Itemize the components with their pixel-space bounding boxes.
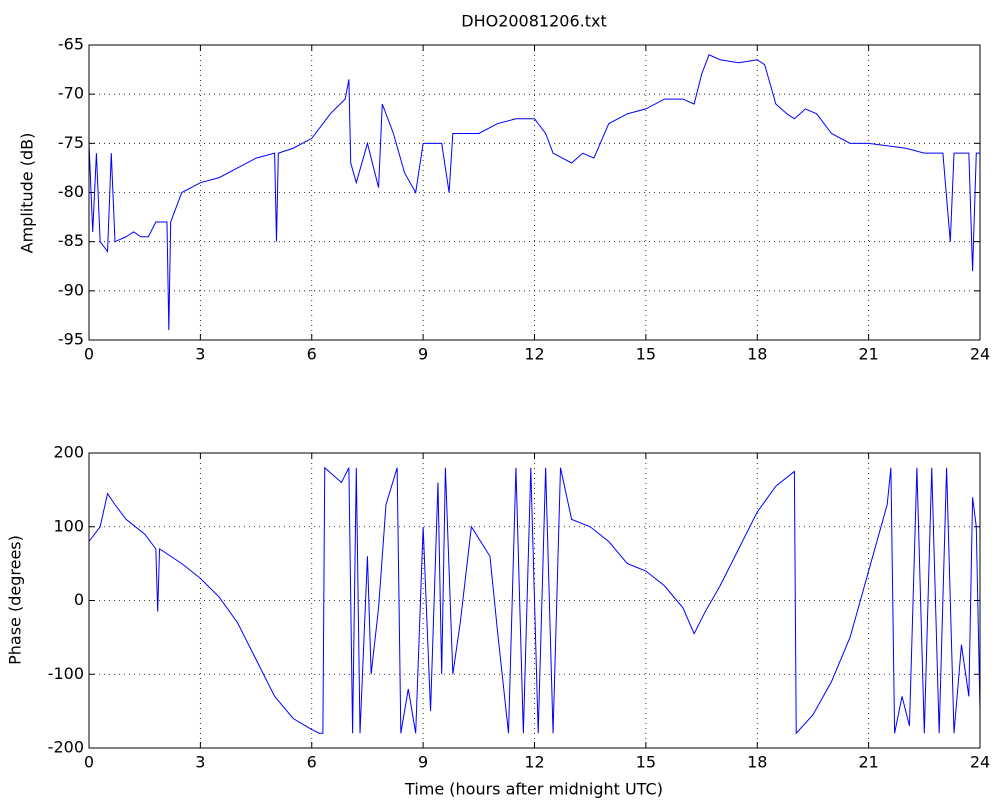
x-tick-label: 15 [636, 345, 656, 364]
y-tick-label: 200 [53, 443, 84, 462]
axes-frame [88, 44, 981, 341]
x-tick-label: 21 [858, 345, 878, 364]
x-tick-label: 9 [418, 753, 428, 772]
y-axis-label: Amplitude (dB) [18, 133, 37, 254]
x-tick-label: 12 [524, 753, 544, 772]
x-tick-label: 21 [858, 753, 878, 772]
x-tick-label: 18 [747, 345, 767, 364]
x-tick-label: 0 [84, 345, 94, 364]
x-axis-label: Time (hours after midnight UTC) [404, 780, 663, 799]
x-tick-label: 6 [307, 753, 317, 772]
x-tick-label: 6 [307, 345, 317, 364]
y-tick-label: -85 [58, 231, 84, 250]
x-tick-label: 15 [636, 753, 656, 772]
x-tick-label: 3 [195, 345, 205, 364]
y-tick-label: -65 [58, 35, 84, 54]
y-tick-label: -75 [58, 133, 84, 152]
x-tick-label: 24 [970, 753, 990, 772]
y-tick-label: 0 [74, 590, 84, 609]
x-tick-label: 12 [524, 345, 544, 364]
axes-frame [88, 452, 981, 749]
x-tick-label: 3 [195, 753, 205, 772]
y-tick-label: -95 [58, 330, 84, 349]
y-axis-label: Phase (degrees) [6, 535, 25, 665]
x-tick-label: 0 [84, 753, 94, 772]
x-tick-label: 9 [418, 345, 428, 364]
y-tick-label: 100 [53, 516, 84, 535]
y-tick-label: -100 [48, 664, 84, 683]
y-tick-label: -70 [58, 84, 84, 103]
x-tick-label: 18 [747, 753, 767, 772]
x-tick-label: 24 [970, 345, 990, 364]
y-tick-label: -200 [48, 738, 84, 757]
data-line [88, 466, 981, 735]
y-tick-label: -90 [58, 280, 84, 299]
y-tick-label: -80 [58, 182, 84, 201]
chart-title: DHO20081206.txt [461, 12, 606, 31]
data-line [88, 54, 980, 331]
